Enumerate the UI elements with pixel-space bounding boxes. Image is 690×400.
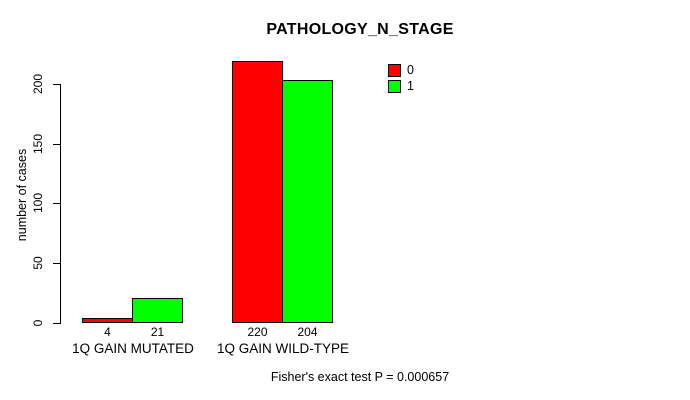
y-tick-mark xyxy=(53,203,60,204)
y-tick-label: 150 xyxy=(31,133,45,155)
y-tick-label: 50 xyxy=(31,256,45,270)
y-tick-label: 200 xyxy=(31,73,45,95)
legend-label: 1 xyxy=(407,79,414,93)
fisher-test-footnote: Fisher's exact test P = 0.000657 xyxy=(270,370,450,384)
legend-swatch xyxy=(388,63,401,77)
y-tick-mark xyxy=(53,263,60,264)
bar-value-label: 204 xyxy=(297,325,318,339)
y-axis-label: number of cases xyxy=(15,148,29,242)
y-tick-mark xyxy=(53,144,60,145)
bar-1q-gain-wild-type-series-1 xyxy=(282,80,333,323)
bar-1q-gain-wild-type-series-0 xyxy=(232,61,283,323)
category-label: 1Q GAIN WILD-TYPE xyxy=(216,341,350,356)
bar-1q-gain-mutated-series-0 xyxy=(82,318,133,323)
y-tick-label: 100 xyxy=(31,192,45,214)
y-tick-label: 0 xyxy=(31,319,45,327)
legend-swatch xyxy=(388,79,401,93)
y-axis-line xyxy=(60,84,61,324)
y-tick-mark xyxy=(53,84,60,85)
bar-value-label: 220 xyxy=(247,325,268,339)
category-label: 1Q GAIN MUTATED xyxy=(72,341,194,356)
chart-title: PATHOLOGY_N_STAGE xyxy=(266,21,454,38)
bar-value-label: 21 xyxy=(150,325,165,339)
bar-1q-gain-mutated-series-1 xyxy=(132,298,183,323)
legend-entry: 1 xyxy=(388,79,414,93)
legend-label: 0 xyxy=(407,63,414,77)
bar-value-label: 4 xyxy=(104,325,111,339)
legend-entry: 0 xyxy=(388,63,414,77)
y-tick-mark xyxy=(53,323,60,324)
